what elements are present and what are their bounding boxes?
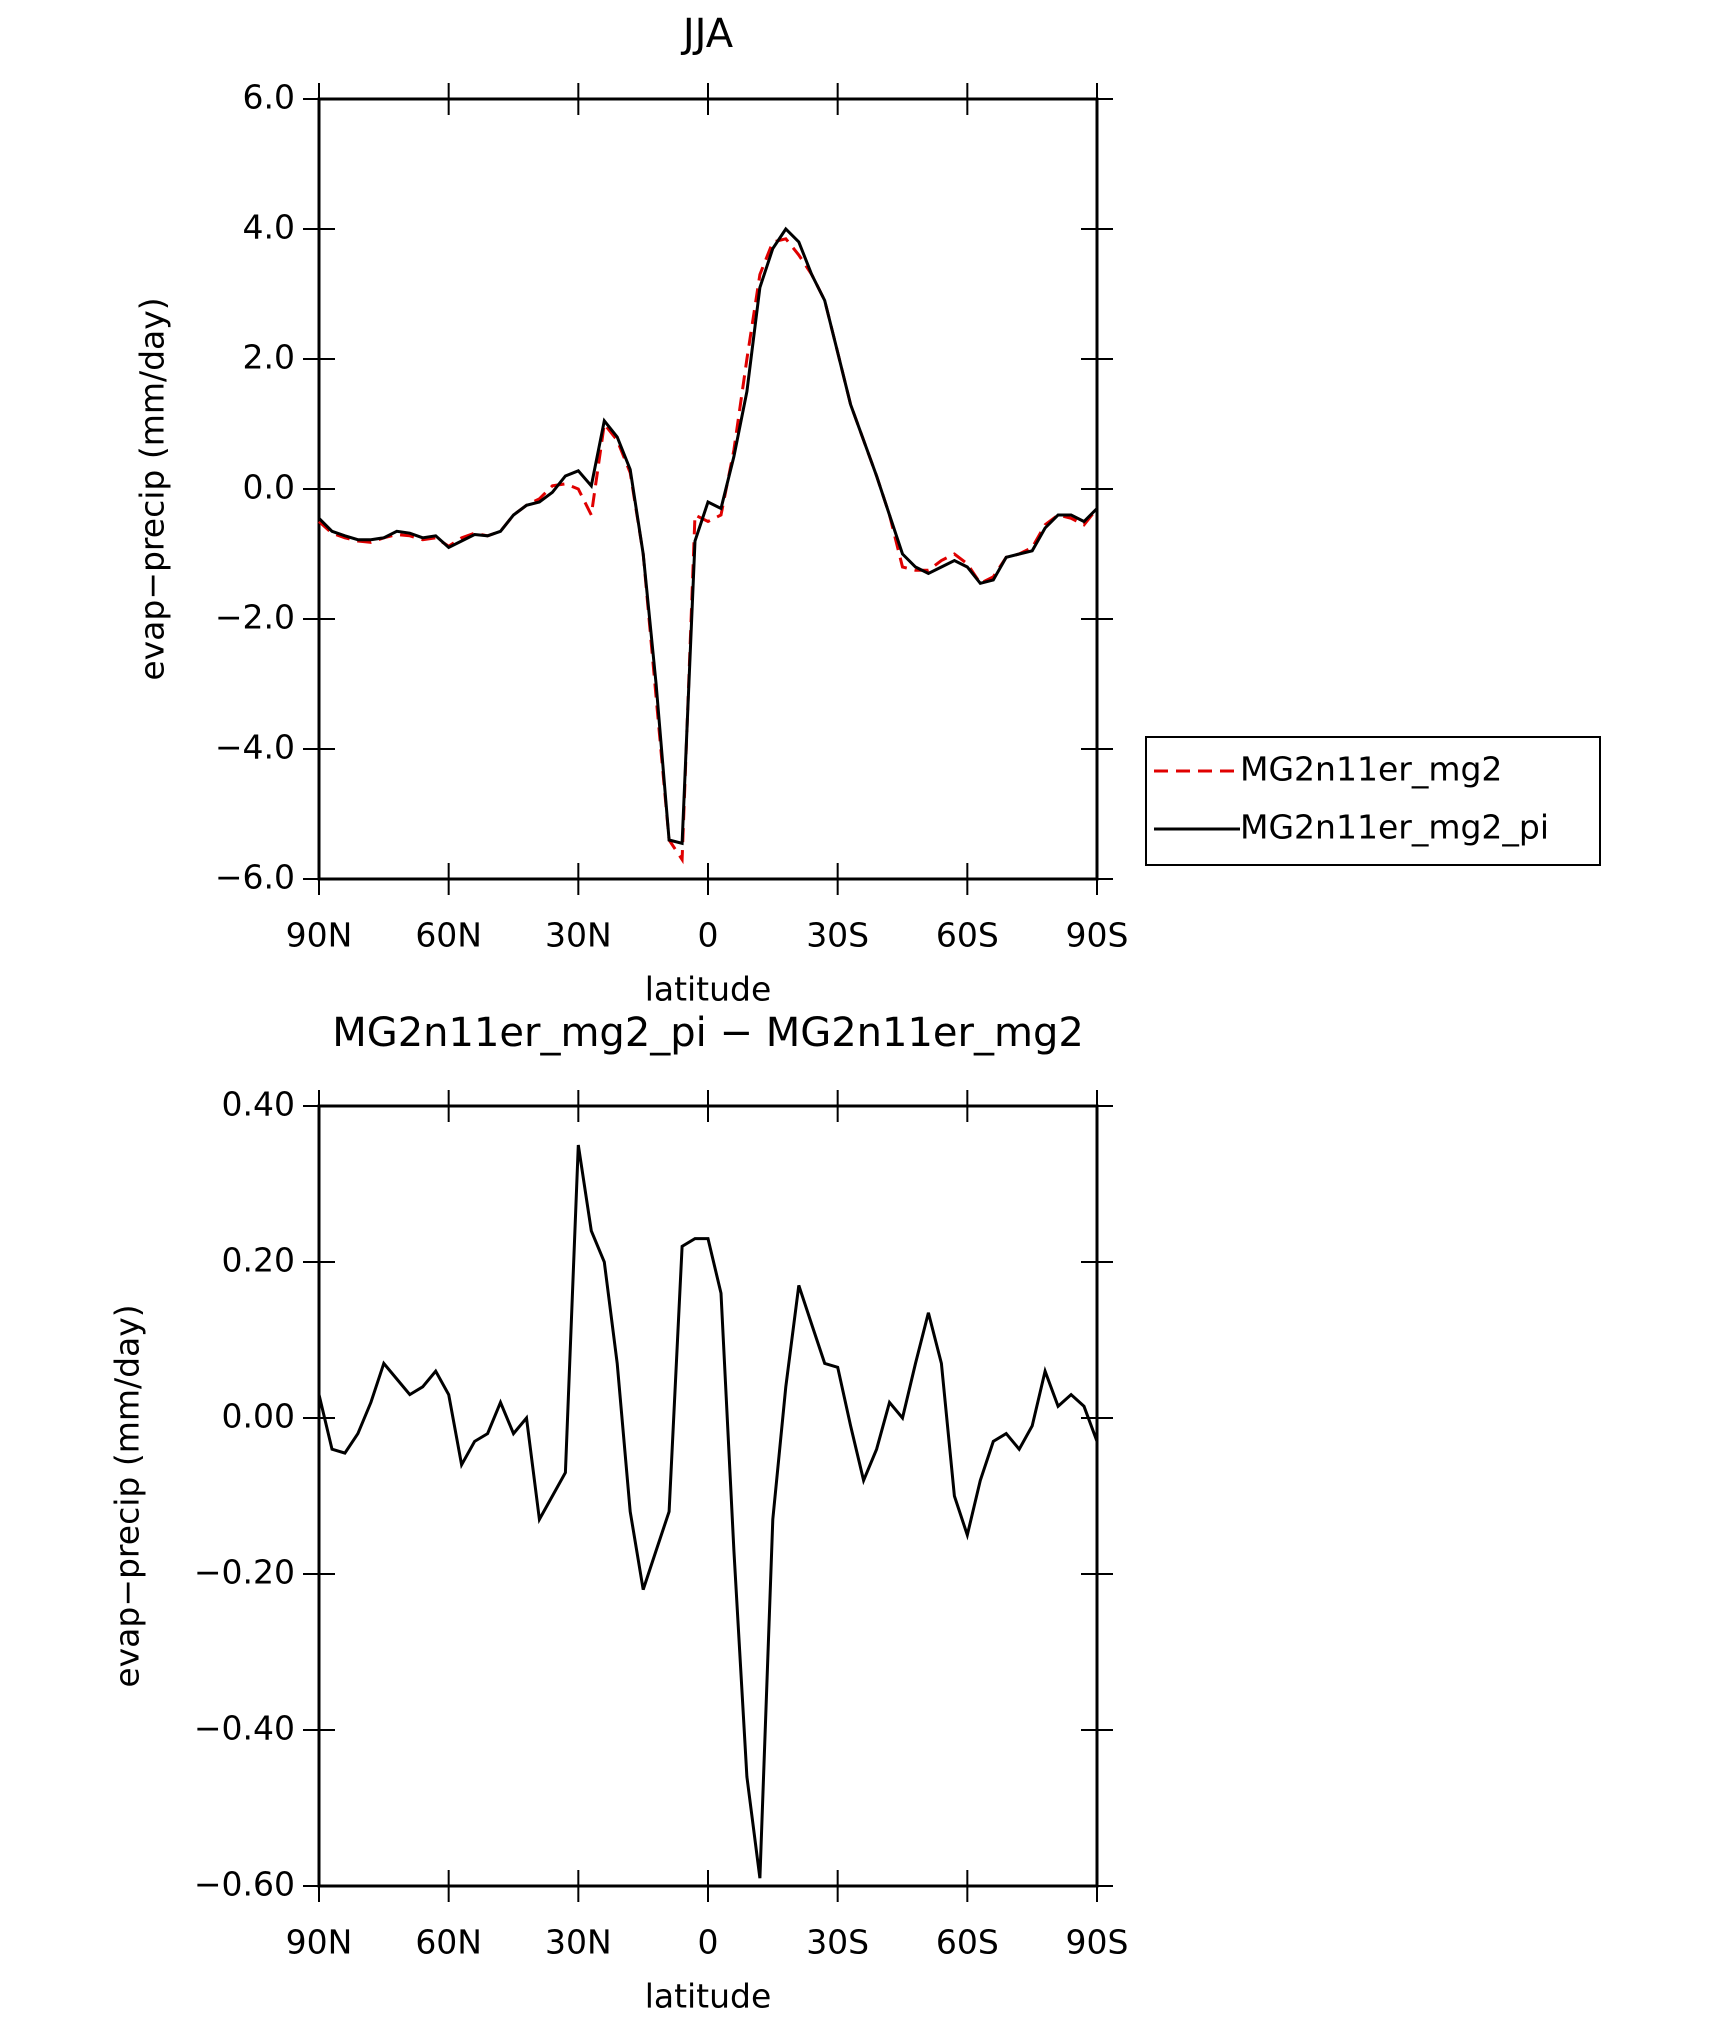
x-tick-label: 30S bbox=[806, 1923, 869, 1962]
y-tick-label: 2.0 bbox=[243, 338, 295, 377]
x-tick-label: 0 bbox=[698, 916, 719, 955]
x-tick-label: 30N bbox=[545, 1923, 612, 1962]
data-line bbox=[317, 226, 1099, 846]
y-tick-label: −6.0 bbox=[215, 858, 295, 897]
x-tick-label: 60S bbox=[936, 916, 999, 955]
y-axis-label: evap−precip (mm/day) bbox=[108, 1304, 147, 1687]
y-tick-label: 0.0 bbox=[243, 468, 295, 507]
legend-label: MG2n11er_mg2 bbox=[1240, 750, 1502, 789]
plot-frame bbox=[317, 97, 1099, 881]
x-tick-label: 90N bbox=[286, 1923, 353, 1962]
y-tick-label: 6.0 bbox=[243, 78, 295, 117]
chart-title: JJA bbox=[680, 11, 734, 57]
x-tick-label: 90S bbox=[1066, 1923, 1129, 1962]
y-tick-label: 4.0 bbox=[243, 208, 295, 247]
plot-frame bbox=[317, 1104, 1099, 1888]
x-axis-label: latitude bbox=[645, 970, 772, 1009]
y-tick-label: −0.40 bbox=[194, 1709, 295, 1748]
y-axis-label: evap−precip (mm/day) bbox=[133, 297, 172, 680]
x-tick-label: 0 bbox=[698, 1923, 719, 1962]
x-tick-label: 30S bbox=[806, 916, 869, 955]
x-tick-label: 90S bbox=[1066, 916, 1129, 955]
x-axis-label: latitude bbox=[645, 1977, 772, 2016]
chart-title: MG2n11er_mg2_pi − MG2n11er_mg2 bbox=[332, 1010, 1084, 1056]
y-tick-label: 0.00 bbox=[222, 1397, 295, 1436]
data-line bbox=[317, 237, 1099, 865]
y-tick-label: −0.60 bbox=[194, 1865, 295, 1904]
x-tick-label: 60S bbox=[936, 1923, 999, 1962]
y-tick-label: −2.0 bbox=[215, 598, 295, 637]
legend-box bbox=[1145, 736, 1601, 866]
x-tick-label: 60N bbox=[415, 916, 482, 955]
x-tick-label: 60N bbox=[415, 1923, 482, 1962]
legend-label: MG2n11er_mg2_pi bbox=[1240, 808, 1549, 847]
y-tick-label: −4.0 bbox=[215, 728, 295, 767]
x-tick-label: 30N bbox=[545, 916, 612, 955]
y-tick-label: 0.20 bbox=[222, 1241, 295, 1280]
x-tick-label: 90N bbox=[286, 916, 353, 955]
y-tick-label: −0.20 bbox=[194, 1553, 295, 1592]
data-line bbox=[317, 1144, 1099, 1879]
y-tick-label: 0.40 bbox=[222, 1085, 295, 1124]
